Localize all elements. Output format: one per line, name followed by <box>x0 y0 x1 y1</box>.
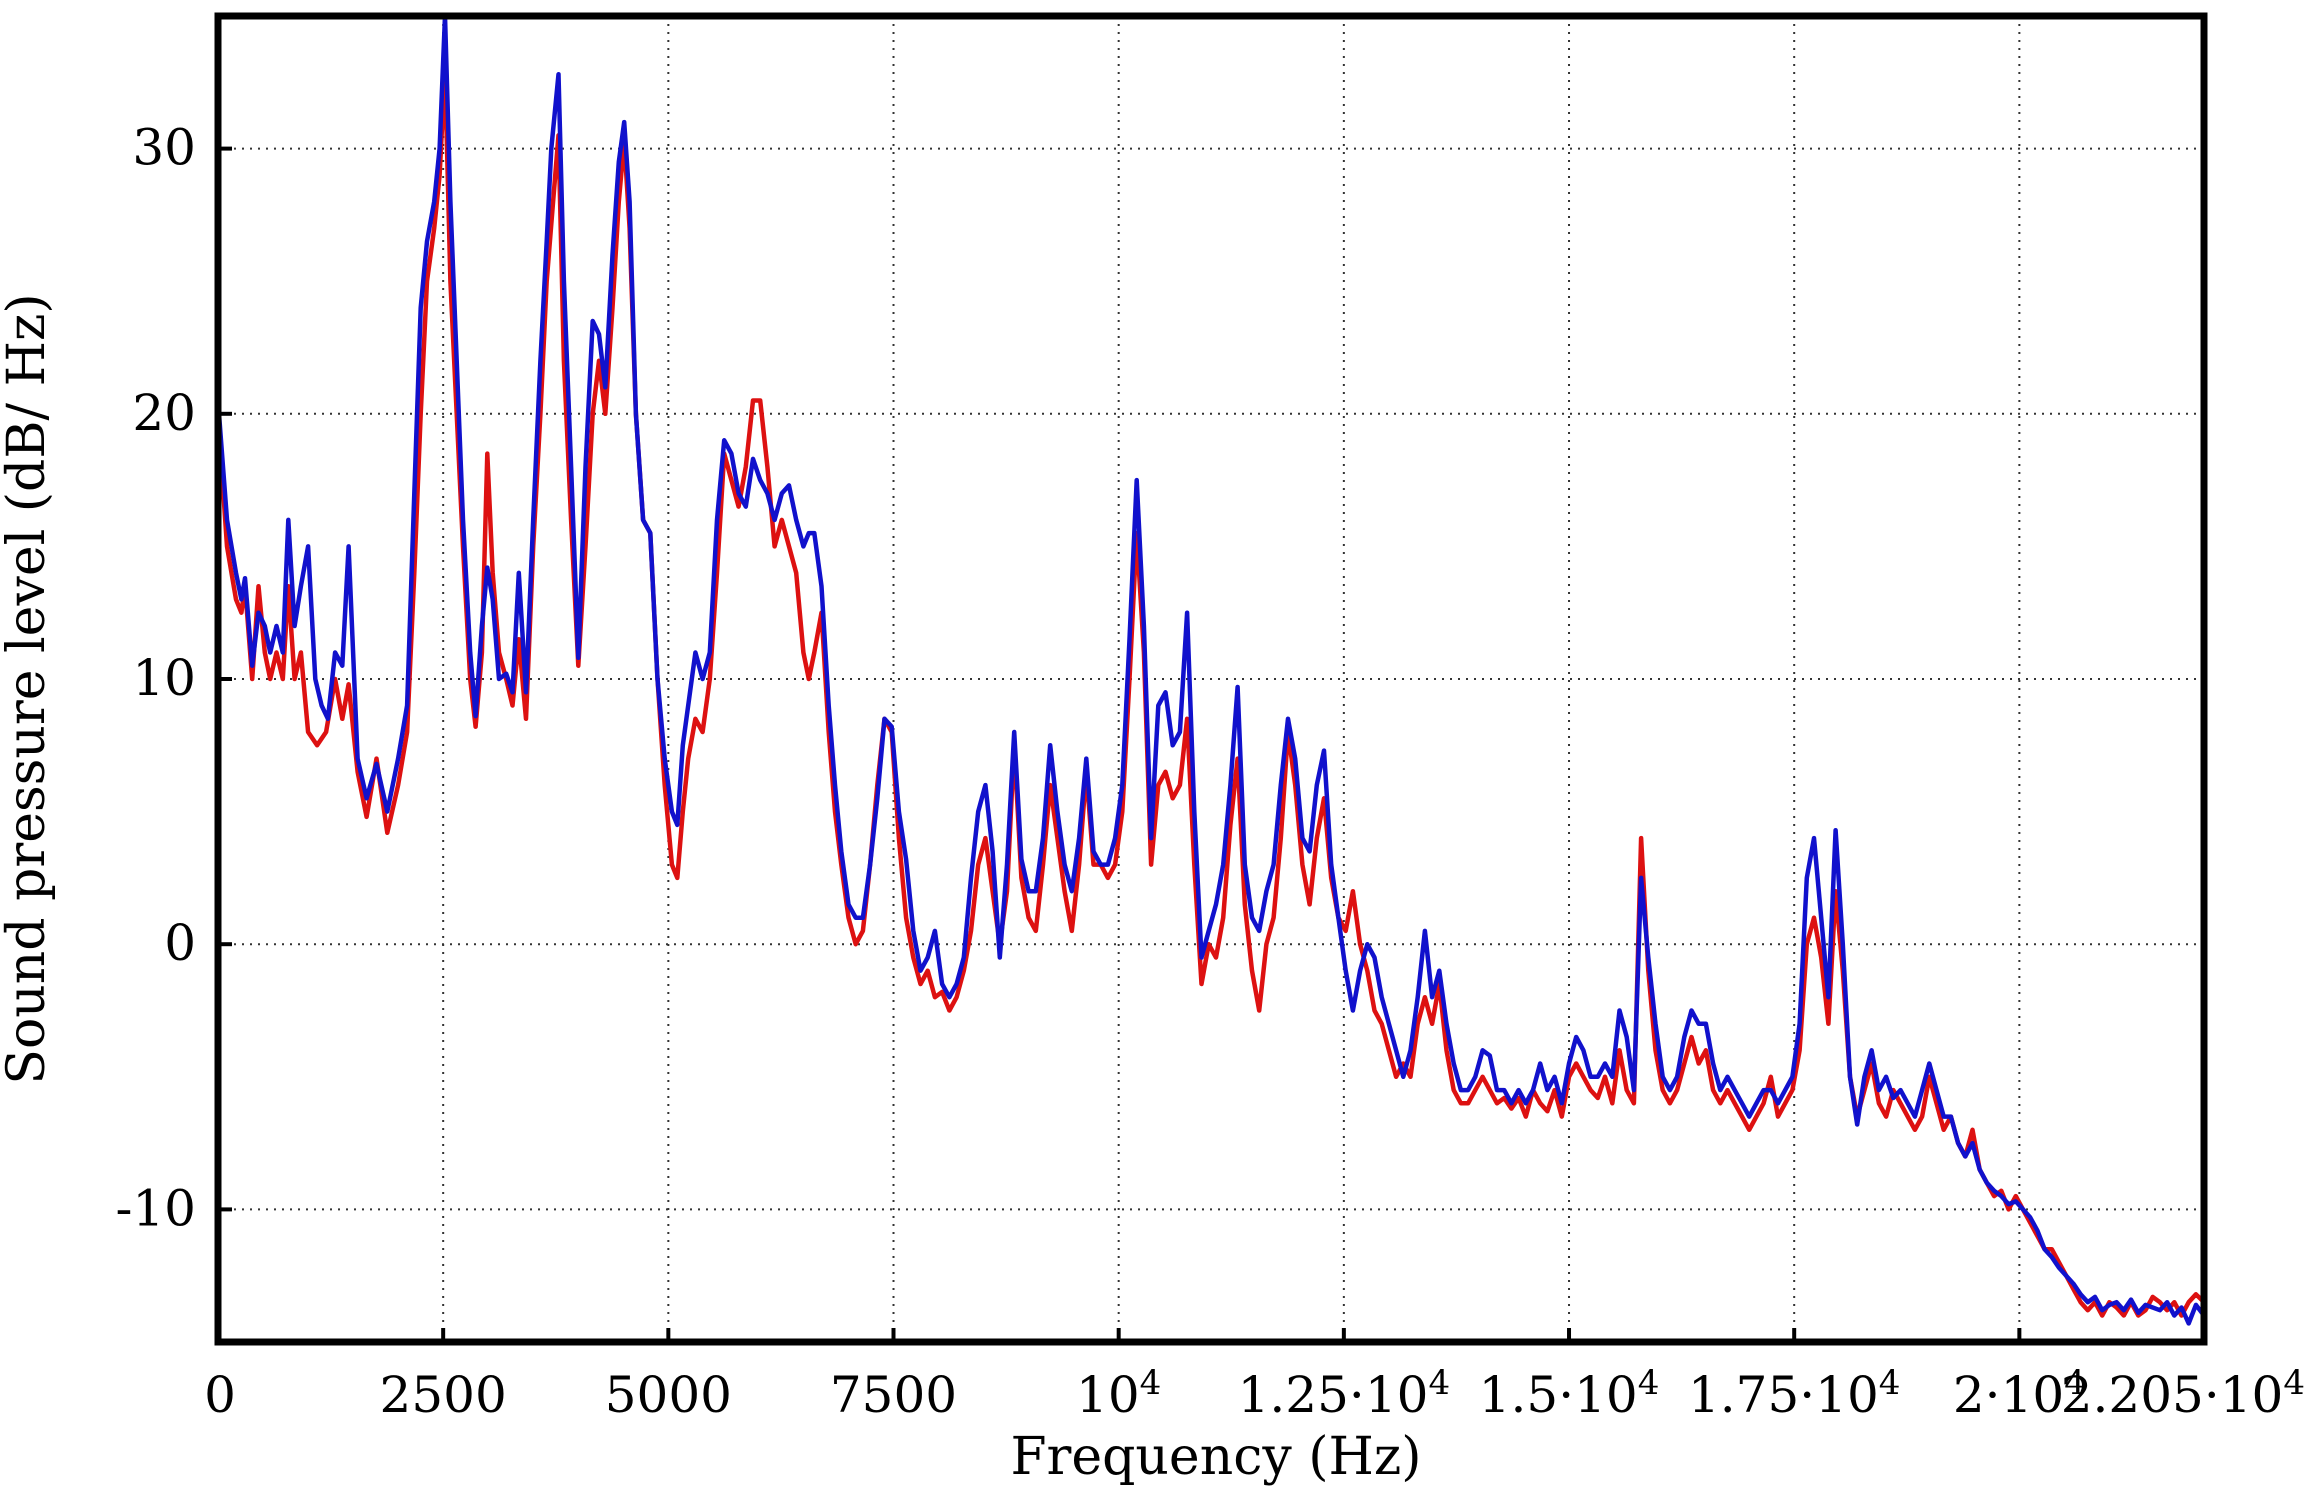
x-tick-label: 104 <box>1076 1363 1161 1424</box>
x-tick-label: 2500 <box>380 1366 507 1424</box>
x-tick-label: 5000 <box>605 1366 732 1424</box>
series-line-1 <box>218 66 2204 1318</box>
series-line-2 <box>218 16 2204 1326</box>
x-axis-title: Frequency (Hz) <box>1010 1427 1421 1487</box>
x-tick-label: 1.25·104 <box>1238 1363 1451 1424</box>
x-tick-label: 2·104 <box>1953 1363 2086 1424</box>
y-tick-labels: -10 0 10 20 30 <box>115 119 196 1238</box>
series-group <box>218 16 2204 1326</box>
y-tick-label: 30 <box>132 119 196 177</box>
axis-ticks <box>216 146 2206 1342</box>
y-tick-label: 10 <box>132 649 196 707</box>
x-tick-label: 0 <box>204 1366 236 1424</box>
x-tick-labels: 0 2500 5000 7500 104 1.25·104 1.5·104 1.75·104 2… <box>204 1363 2305 1424</box>
y-tick-label: 0 <box>164 914 196 972</box>
y-tick-label: -10 <box>115 1179 196 1237</box>
y-axis-title: Sound pressure level (dB/ Hz) <box>0 293 57 1084</box>
y-tick-label: 20 <box>132 384 196 442</box>
x-tick-label: 2.205·104 <box>2061 1363 2305 1424</box>
x-tick-label: 7500 <box>830 1366 957 1424</box>
x-tick-label: 1.75·104 <box>1688 1363 1901 1424</box>
x-tick-label: 1.5·104 <box>1479 1363 1660 1424</box>
